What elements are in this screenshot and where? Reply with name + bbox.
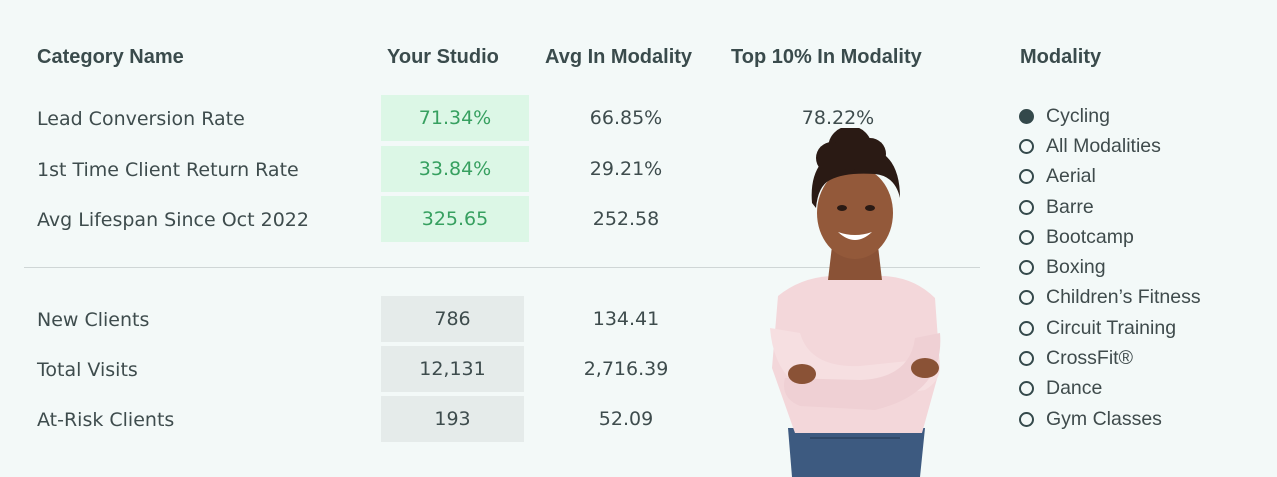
modality-option[interactable]: Children’s Fitness	[1019, 283, 1201, 313]
radio-unselected-icon[interactable]	[1019, 138, 1034, 154]
modality-slicer-title: Modality	[1020, 46, 1102, 68]
modality-option-label: Gym Classes	[1046, 407, 1162, 430]
radio-unselected-icon[interactable]	[1019, 381, 1034, 397]
modality-option-label: All Modalities	[1046, 134, 1161, 157]
header-avg-in-modality: Avg In Modality	[545, 46, 693, 68]
top-value-cell: 78.22%	[801, 107, 875, 129]
modality-option-label: Aerial	[1046, 165, 1096, 188]
avg-value-cell: 2,716.39	[583, 358, 669, 380]
avg-value-cell: 66.85%	[589, 107, 663, 129]
modality-option[interactable]: Boxing	[1019, 252, 1201, 282]
modality-option[interactable]: Barre	[1019, 192, 1201, 222]
radio-unselected-icon[interactable]	[1019, 169, 1034, 185]
modality-option[interactable]: CrossFit®	[1019, 343, 1201, 373]
modality-option-label: Dance	[1046, 377, 1103, 400]
header-top-10-in-modality: Top 10% In Modality	[731, 46, 922, 68]
modality-option[interactable]: Gym Classes	[1019, 404, 1201, 434]
modality-option[interactable]: Aerial	[1019, 162, 1201, 192]
modality-option-label: Bootcamp	[1046, 225, 1134, 248]
header-your-studio: Your Studio	[387, 46, 499, 68]
row-label: Avg Lifespan Since Oct 2022	[37, 209, 309, 231]
modality-option[interactable]: All Modalities	[1019, 131, 1201, 161]
row-label: 1st Time Client Return Rate	[37, 159, 299, 181]
smiling-woman-image	[770, 128, 941, 477]
modality-option-label: CrossFit®	[1046, 347, 1133, 370]
modality-option[interactable]: Cycling	[1019, 101, 1201, 131]
studio-value-cell: 193	[381, 396, 524, 442]
modality-option-label: Circuit Training	[1046, 316, 1177, 339]
modality-option-label: Children’s Fitness	[1046, 286, 1201, 309]
avg-value-cell: 252.58	[592, 208, 660, 230]
modality-radio-list: Cycling All Modalities Aerial Barre Bootcamp…	[1019, 101, 1201, 434]
modality-option-label: Cycling	[1046, 104, 1110, 127]
radio-unselected-icon[interactable]	[1019, 290, 1034, 306]
row-label: Lead Conversion Rate	[37, 108, 245, 130]
radio-unselected-icon[interactable]	[1019, 199, 1034, 215]
studio-value-cell: 33.84%	[381, 146, 529, 192]
modality-option[interactable]: Bootcamp	[1019, 222, 1201, 252]
avg-value-cell: 134.41	[592, 308, 660, 330]
modality-option[interactable]: Circuit Training	[1019, 313, 1201, 343]
modality-option[interactable]: Dance	[1019, 374, 1201, 404]
radio-unselected-icon[interactable]	[1019, 351, 1034, 367]
radio-unselected-icon[interactable]	[1019, 260, 1034, 276]
modality-option-label: Boxing	[1046, 256, 1106, 279]
avg-value-cell: 52.09	[598, 408, 654, 430]
row-label: At-Risk Clients	[37, 409, 175, 431]
radio-selected-icon[interactable]	[1019, 108, 1034, 124]
modality-option-label: Barre	[1046, 195, 1094, 218]
row-label: New Clients	[37, 309, 150, 331]
radio-unselected-icon[interactable]	[1019, 411, 1034, 427]
radio-unselected-icon[interactable]	[1019, 320, 1034, 336]
row-label: Total Visits	[37, 359, 138, 381]
header-category-name: Category Name	[37, 46, 184, 68]
studio-value-cell: 12,131	[381, 346, 524, 392]
table-divider	[24, 267, 980, 268]
studio-value-cell: 325.65	[381, 196, 529, 242]
studio-value-cell: 71.34%	[381, 95, 529, 141]
radio-unselected-icon[interactable]	[1019, 229, 1034, 245]
studio-value-cell: 786	[381, 296, 524, 342]
avg-value-cell: 29.21%	[589, 158, 663, 180]
